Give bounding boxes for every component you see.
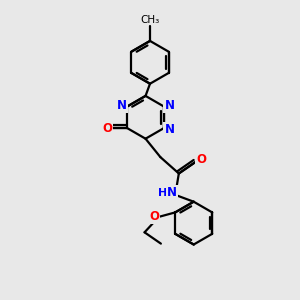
Text: H: H	[158, 188, 167, 198]
Text: N: N	[164, 99, 174, 112]
Text: N: N	[167, 186, 177, 199]
Text: O: O	[102, 122, 112, 134]
Text: CH₃: CH₃	[140, 15, 160, 25]
Text: O: O	[196, 153, 206, 166]
Text: N: N	[164, 123, 174, 136]
Text: N: N	[117, 99, 127, 112]
Text: O: O	[149, 210, 159, 223]
